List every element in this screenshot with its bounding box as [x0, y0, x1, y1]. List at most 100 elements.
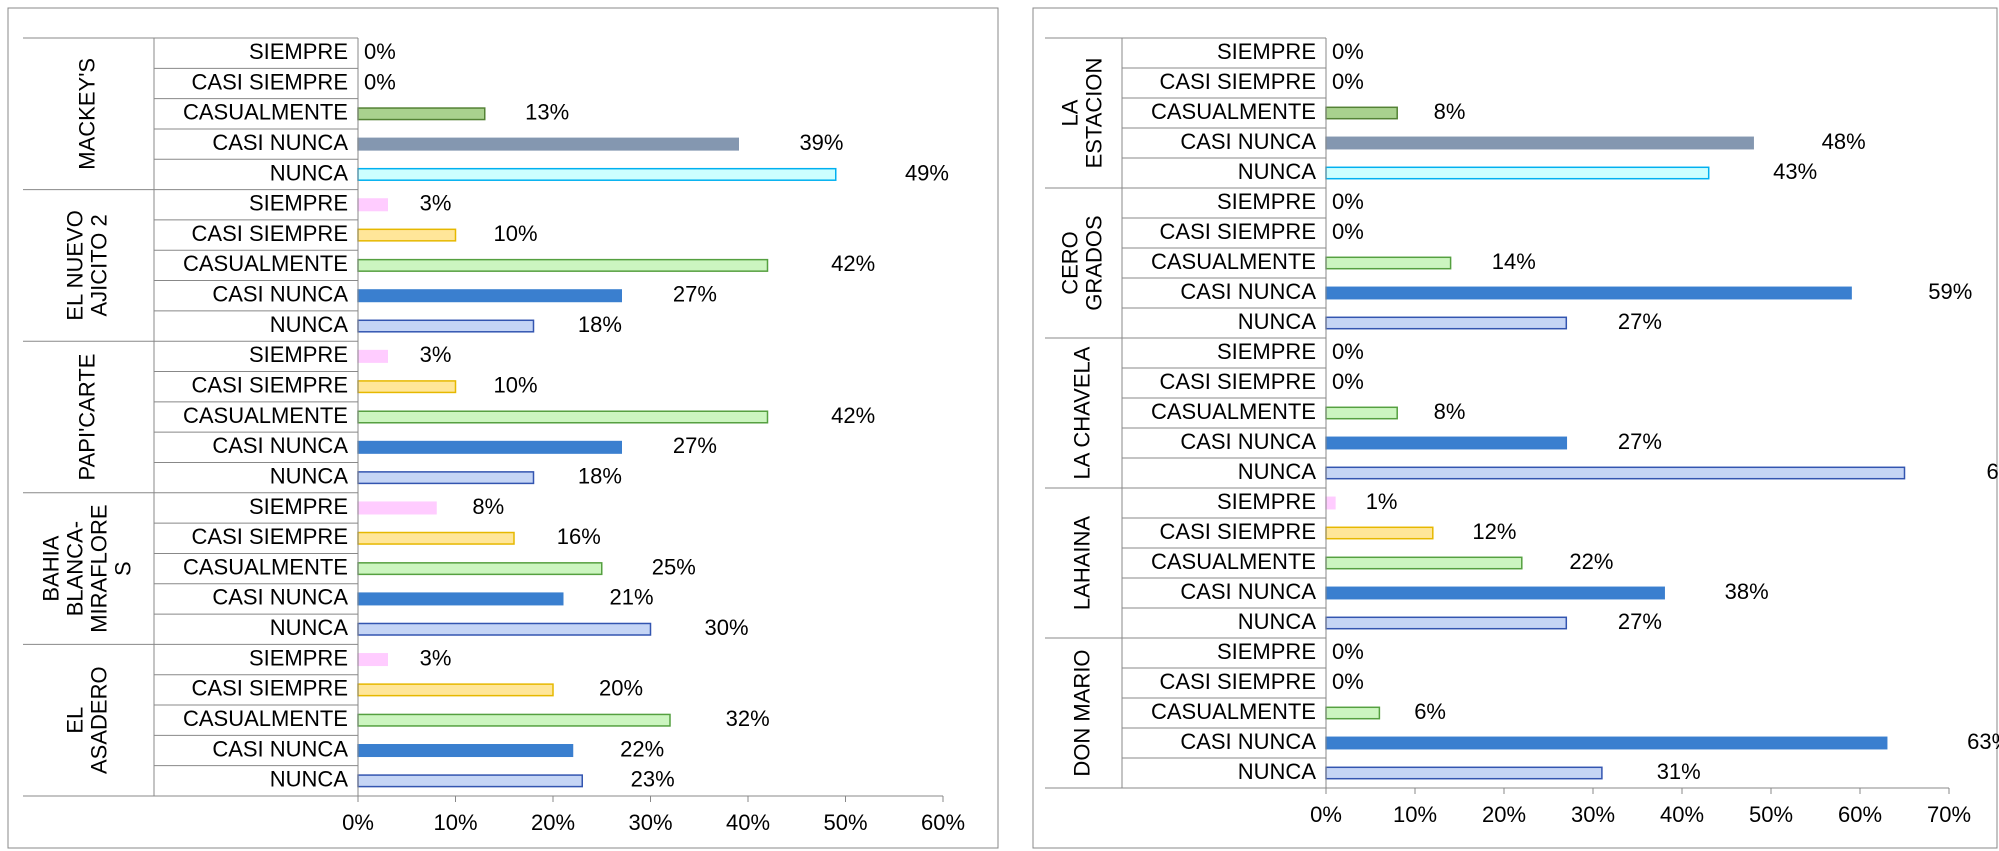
bar [1325, 286, 1852, 300]
category-label: CASUALMENTE [1151, 249, 1316, 274]
category-label: CASUALMENTE [1151, 699, 1316, 724]
value-label: 18% [578, 463, 622, 488]
category-label: SIEMPRE [1217, 639, 1316, 664]
category-label: CASI SIEMPRE [1160, 669, 1316, 694]
category-label: CASI SIEMPRE [192, 372, 348, 397]
bar [1325, 106, 1398, 120]
category-label: CASI NUNCA [212, 585, 348, 610]
category-label: CASUALMENTE [183, 706, 348, 731]
value-label: 8% [1434, 99, 1466, 124]
category-label: SIEMPRE [1217, 39, 1316, 64]
value-label: 32% [726, 706, 770, 731]
group-label: LA [1057, 99, 1082, 126]
bar [357, 349, 388, 363]
category-label: SIEMPRE [249, 342, 348, 367]
category-label: CASI NUNCA [212, 130, 348, 155]
value-label: 27% [673, 282, 717, 307]
category-label: CASI SIEMPRE [192, 69, 348, 94]
category-label: NUNCA [1238, 759, 1317, 784]
group-label: CERO [1057, 231, 1082, 295]
category-label: CASUALMENTE [1151, 549, 1316, 574]
value-label: 0% [1332, 669, 1364, 694]
bar [1325, 586, 1665, 600]
x-tick-label: 40% [1660, 802, 1704, 827]
value-label: 31% [1657, 759, 1701, 784]
category-label: NUNCA [1238, 459, 1317, 484]
group-label: MACKEY'S [74, 58, 99, 170]
value-label: 10% [494, 372, 538, 397]
value-label: 0% [1332, 69, 1364, 94]
group-label: EL NUEVO [62, 210, 87, 320]
group-label: LAHAINA [1069, 516, 1094, 610]
bar [1325, 406, 1398, 420]
bar [357, 167, 837, 181]
value-label: 27% [1618, 429, 1662, 454]
value-label: 12% [1472, 519, 1516, 544]
value-label: 14% [1492, 249, 1536, 274]
category-label: SIEMPRE [249, 645, 348, 670]
x-tick-label: 60% [1838, 802, 1882, 827]
x-tick-label: 30% [1571, 802, 1615, 827]
category-label: CASI SIEMPRE [1160, 369, 1316, 394]
category-label: CASI SIEMPRE [1160, 69, 1316, 94]
category-label: CASUALMENTE [183, 100, 348, 125]
bar [357, 501, 437, 515]
x-tick-label: 20% [1482, 802, 1526, 827]
value-label: 10% [494, 221, 538, 246]
value-label: 43% [1773, 159, 1817, 184]
bar [357, 562, 603, 576]
value-label: 3% [420, 645, 452, 670]
bar [357, 713, 671, 727]
category-label: CASI SIEMPRE [1160, 219, 1316, 244]
value-label: 21% [610, 585, 654, 610]
category-label: SIEMPRE [1217, 489, 1316, 514]
group-label: BAHIA [38, 535, 63, 601]
category-label: CASI NUNCA [212, 282, 348, 307]
category-label: CASI SIEMPRE [192, 524, 348, 549]
bar [1325, 436, 1568, 450]
x-tick-label: 20% [531, 810, 575, 835]
bar [357, 531, 515, 545]
group-label: S [110, 561, 135, 576]
value-label: 0% [364, 39, 396, 64]
value-label: 39% [799, 130, 843, 155]
value-label: 16% [557, 524, 601, 549]
category-label: NUNCA [270, 767, 349, 792]
value-label: 27% [1618, 309, 1662, 334]
category-label: CASI SIEMPRE [1160, 519, 1316, 544]
x-tick-label: 40% [726, 810, 770, 835]
category-label: CASI NUNCA [212, 433, 348, 458]
category-label: CASUALMENTE [1151, 399, 1316, 424]
bar [1325, 526, 1434, 540]
category-label: SIEMPRE [249, 39, 348, 64]
value-label: 0% [1332, 339, 1364, 364]
value-label: 0% [1332, 39, 1364, 64]
bar [1325, 736, 1888, 750]
bar [1325, 256, 1452, 270]
bar [357, 622, 652, 636]
category-label: SIEMPRE [249, 191, 348, 216]
bar [1325, 466, 1906, 480]
group-label: ESTACION [1081, 58, 1106, 169]
group-label: PAPI'CARTE [74, 354, 99, 481]
category-label: CASI NUNCA [1180, 279, 1316, 304]
value-label: 1% [1366, 489, 1398, 514]
bar [357, 592, 564, 606]
bar [1325, 706, 1381, 720]
bar [357, 137, 739, 151]
category-label: CASI NUNCA [1180, 129, 1316, 154]
value-label: 0% [1332, 369, 1364, 394]
value-label: 0% [364, 69, 396, 94]
bar [357, 258, 769, 272]
bar [357, 228, 457, 242]
value-label: 27% [1618, 609, 1662, 634]
bar [357, 744, 574, 758]
x-tick-label: 50% [823, 810, 867, 835]
value-label: 6% [1414, 699, 1446, 724]
value-label: 0% [1332, 639, 1364, 664]
category-label: NUNCA [270, 463, 349, 488]
category-label: CASUALMENTE [183, 403, 348, 428]
category-label: NUNCA [270, 160, 349, 185]
bar [1325, 616, 1568, 630]
group-label: AJICITO 2 [86, 214, 111, 316]
